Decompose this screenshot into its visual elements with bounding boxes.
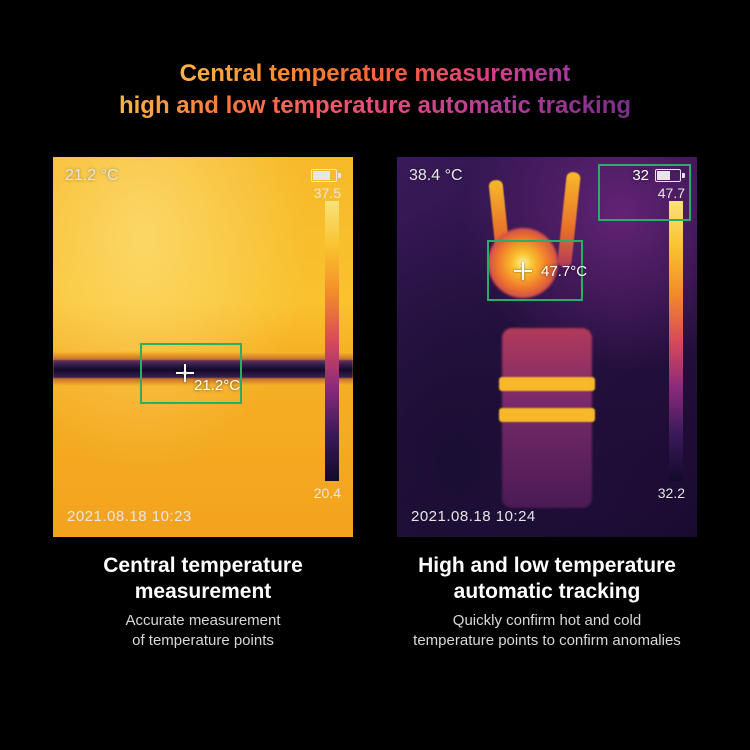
colorbar-max-left: 37.5 <box>314 185 341 201</box>
panel-tracking: 38.4 °C 32 47.7 32.2 47.7°C 2021.08.18 1… <box>397 157 697 651</box>
caption-desc-left: Accurate measurementof temperature point… <box>53 611 353 650</box>
colorbar-min-right: 32.2 <box>658 485 685 501</box>
headline-line2: high and low temperature automatic track… <box>119 90 631 122</box>
thermal-frame-left: 21.2 °C 37.5 20.4 21.2°C 2021.08.18 10:2… <box>53 157 353 537</box>
colorbar-min-left: 20.4 <box>314 485 341 501</box>
roi-cold <box>598 164 691 221</box>
caption-desc-right: Quickly confirm hot and coldtemperature … <box>397 611 697 650</box>
timestamp-left: 2021.08.18 10:23 <box>67 508 192 525</box>
cross-icon <box>176 364 194 382</box>
caption-title-right: High and low temperatureautomatic tracki… <box>397 553 697 606</box>
caption-title-left: Central temperaturemeasurement <box>53 553 353 606</box>
top-temp-left: 21.2 °C <box>65 167 119 185</box>
center-temp-label: 21.2°C <box>194 377 240 394</box>
headline: Central temperature measurement high and… <box>0 0 750 123</box>
panels: 21.2 °C 37.5 20.4 21.2°C 2021.08.18 10:2… <box>0 157 750 651</box>
hot-temp-label: 47.7°C <box>541 263 587 280</box>
cross-icon <box>514 262 532 280</box>
top-temp-right: 38.4 °C <box>409 167 463 185</box>
thermal-frame-right: 38.4 °C 32 47.7 32.2 47.7°C 2021.08.18 1… <box>397 157 697 537</box>
panel-central: 21.2 °C 37.5 20.4 21.2°C 2021.08.18 10:2… <box>53 157 353 651</box>
colorbar-right <box>669 201 683 481</box>
timestamp-right: 2021.08.18 10:24 <box>411 508 536 525</box>
colorbar-left <box>325 201 339 481</box>
headline-line1: Central temperature measurement <box>180 58 571 90</box>
battery-icon <box>311 169 337 182</box>
